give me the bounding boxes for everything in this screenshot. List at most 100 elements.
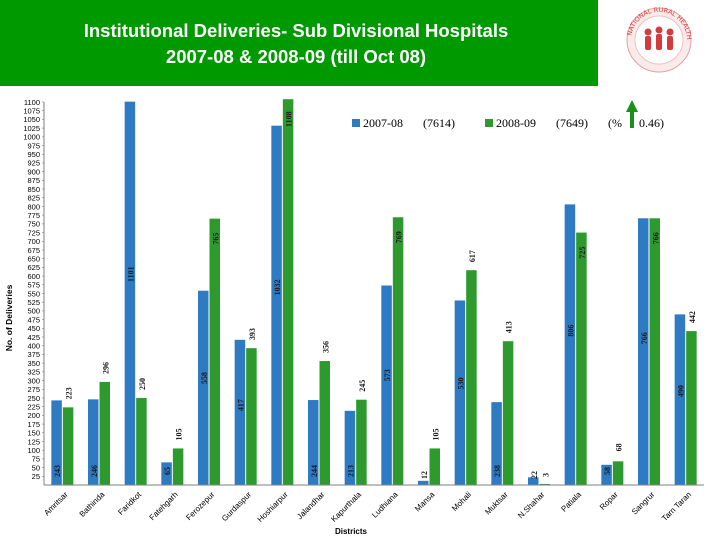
bar-label-2007-08-Gurdaspur: 417	[236, 399, 245, 411]
x-tick-label: Mohali	[450, 490, 473, 513]
y-tick-label: 325	[27, 368, 40, 377]
y-tick-label: 1100	[24, 98, 40, 107]
bar-2008-09-Tarn Taran	[686, 331, 697, 485]
bar-label-2007-08-Jalandhar: 244	[310, 465, 319, 477]
bar-2007-08-Ludhiana	[381, 285, 392, 485]
y-axis-ticks: 2550751001251501752002252502753003253503…	[23, 98, 44, 481]
x-tick-label: Faridkot	[116, 490, 143, 517]
x-axis-label: Districts	[335, 527, 368, 536]
x-tick-label: Tarn Taran	[660, 490, 693, 523]
growth-note: (%	[608, 116, 622, 130]
y-tick-label: 925	[27, 159, 40, 168]
bar-2008-09-Ferozepur	[209, 218, 220, 485]
bar-2008-09-Kapurthala	[356, 399, 367, 485]
growth-value: 0.46)	[639, 116, 664, 130]
bar-2007-08-Amritsar	[51, 400, 62, 485]
bar-label-2008-09-Muktsar: 413	[505, 321, 514, 333]
y-tick-label: 600	[27, 272, 40, 281]
y-tick-label: 975	[27, 141, 40, 150]
y-tick-label: 550	[27, 289, 40, 298]
bar-2007-08-Ferozepur	[198, 290, 209, 485]
title-line-1: Institutional Deliveries- Sub Divisional…	[83, 20, 509, 41]
x-tick-label: Bathinda	[78, 490, 107, 519]
nrhm-logo: NATIONAL RURAL HEALTH MISSION	[595, 0, 720, 86]
bar-2008-09-Hoshiarpur	[282, 99, 294, 486]
bar-2007-08-Fatehgarh	[161, 462, 172, 485]
y-tick-label: 350	[27, 359, 40, 368]
legend-total-2007-08: (7614)	[423, 116, 455, 130]
bar-label-2007-08-Tarn Taran: 490	[676, 385, 685, 397]
bar-2008-09-Mohali	[466, 270, 477, 485]
bar-label-2007-08-Bathinda: 246	[90, 465, 99, 477]
bar-2007-08-Hoshiarpur	[271, 125, 282, 485]
bar-label-2007-08-Kapurthala: 213	[346, 465, 355, 477]
bar-2007-08-Ropar	[601, 464, 612, 485]
bars	[51, 99, 697, 486]
y-tick-label: 675	[27, 246, 40, 255]
bar-2008-09-Bathinda	[99, 381, 110, 485]
y-tick-label: 825	[27, 194, 40, 203]
x-tick-label: Kapurthala	[329, 490, 363, 524]
page-title: Institutional Deliveries- Sub Divisional…	[6, 18, 586, 70]
bar-label-2008-09-Patiala: 725	[578, 247, 587, 259]
y-tick-label: 625	[27, 263, 40, 272]
y-tick-label: 575	[27, 281, 40, 290]
y-tick-label: 1050	[23, 115, 40, 124]
bar-2008-09-Faridkot	[136, 397, 147, 485]
bar-label-2008-09-Kapurthala: 245	[358, 380, 367, 392]
bar-2007-08-Kapurthala	[344, 410, 356, 485]
y-tick-label: 475	[27, 315, 40, 324]
bar-2007-08-Tarn Taran	[674, 314, 686, 485]
bar-2008-09-Muktsar	[502, 341, 514, 485]
bar-label-2007-08-Hoshiarpur: 1032	[273, 279, 282, 295]
bar-label-2008-09-Ludhiana: 769	[395, 231, 404, 243]
x-tick-label: Ropar	[598, 490, 620, 512]
bar-2008-09-Jalandhar	[319, 361, 330, 485]
bar-label-2007-08-Amritsar: 243	[53, 465, 62, 477]
bar-label-2008-09-Bathinda: 296	[101, 362, 110, 374]
y-tick-label: 800	[27, 202, 40, 211]
bar-2008-09-Ropar	[612, 461, 624, 485]
bar-2008-09-Patiala	[576, 232, 587, 485]
bar-2007-08-N.Shahar	[528, 477, 539, 485]
x-tick-label: Sangrur	[630, 490, 657, 517]
bar-label-2008-09-Gurdaspur: 393	[248, 328, 257, 340]
legend-swatch-2008-09	[485, 119, 493, 127]
bar-2008-09-Mansa	[429, 448, 440, 485]
bar-label-2007-08-Faridkot: 1101	[126, 266, 135, 282]
x-tick-label: Mansa	[413, 490, 437, 514]
y-tick-label: 400	[27, 342, 40, 351]
y-tick-label: 250	[27, 394, 40, 403]
svg-text:No. of Deliveries: No. of Deliveries	[4, 284, 14, 351]
y-tick-label: 375	[27, 350, 40, 359]
x-tick-label: Amritsar	[42, 490, 70, 518]
legend-label-2007-08: 2007-08	[363, 116, 403, 130]
bar-label-2008-09-Amritsar: 223	[65, 387, 74, 399]
bar-2008-09-Sangrur	[649, 218, 660, 485]
bar-2007-08-Muktsar	[491, 402, 502, 485]
legend: 2007-08 (7614) 2008-09 (7649) (% 0.46)	[352, 100, 664, 130]
x-tick-label: Patiala	[559, 490, 583, 514]
bar-label-2007-08-Mohali: 530	[456, 378, 465, 390]
bar-label-2008-09-Hoshiarpur: 1108	[285, 111, 294, 127]
y-tick-label: 1075	[23, 107, 40, 116]
bar-label-2008-09-N.Shahar: 3	[541, 473, 550, 477]
y-tick-label: 850	[27, 185, 40, 194]
y-tick-label: 50	[32, 463, 40, 472]
y-tick-label: 950	[27, 150, 40, 159]
x-tick-label: Ludhiana	[370, 490, 400, 520]
y-tick-label: 150	[27, 429, 40, 438]
legend-label-2008-09: 2008-09	[496, 116, 536, 130]
bar-2008-09-Gurdaspur	[246, 348, 257, 485]
bar-label-2008-09-Mansa: 105	[431, 428, 440, 440]
x-tick-label: Muktsar	[483, 490, 510, 517]
y-axis-label: No. of Deliveries	[4, 284, 14, 351]
y-tick-label: 500	[27, 307, 40, 316]
bar-label-2007-08-Sangrur: 766	[640, 332, 649, 344]
bar-2008-09-N.Shahar	[539, 483, 550, 485]
bar-2007-08-Faridkot	[124, 101, 136, 485]
title-banner: Institutional Deliveries- Sub Divisional…	[0, 0, 720, 86]
x-tick-label: Gurdaspur	[220, 490, 253, 523]
bar-2007-08-Sangrur	[638, 218, 649, 485]
y-tick-label: 300	[27, 376, 40, 385]
